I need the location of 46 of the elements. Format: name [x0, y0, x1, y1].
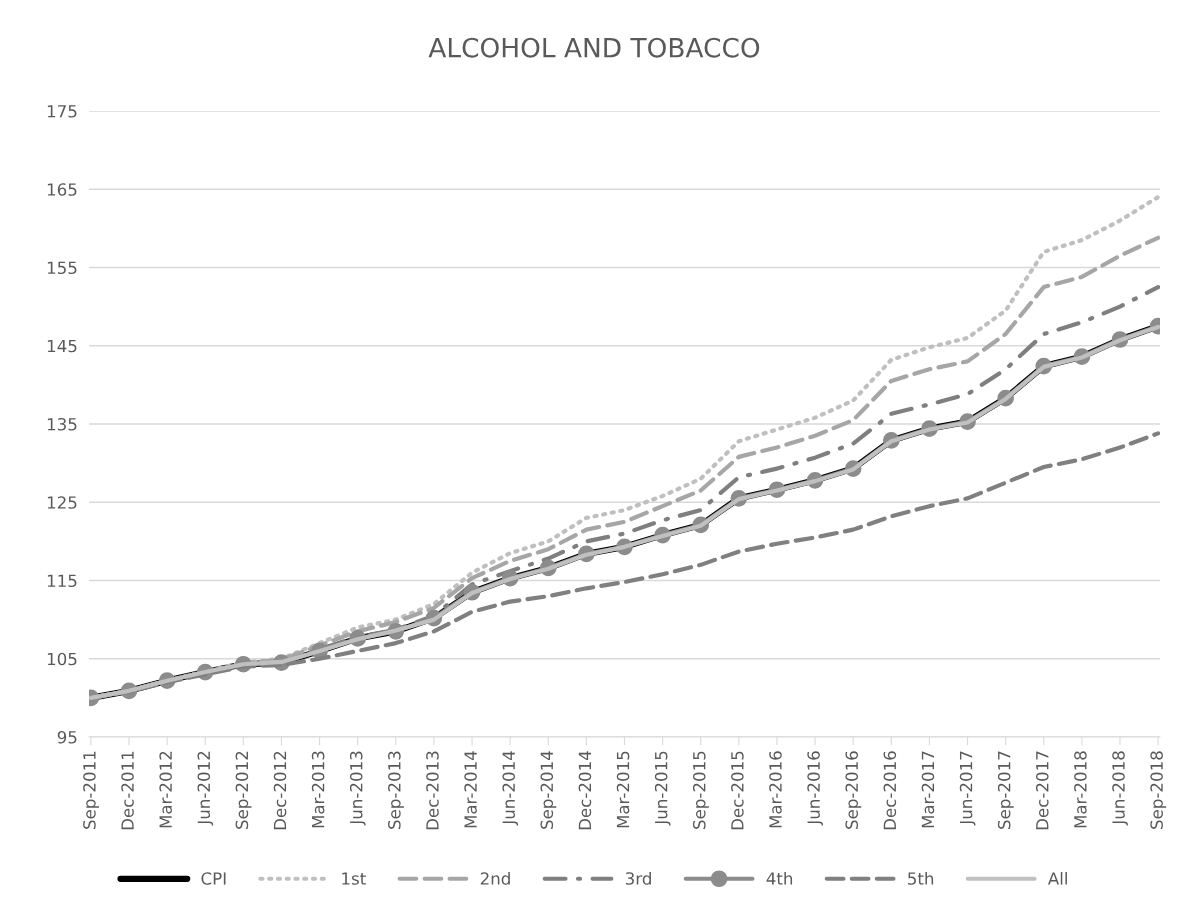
chart-title: ALCOHOL AND TOBACCO: [428, 37, 760, 58]
x-tick-label: Dec-2011: [121, 751, 134, 830]
x-tick-label: Dec-2017: [1035, 751, 1049, 830]
x-tick-label: Dec-2014: [578, 751, 592, 830]
x-tick-label: Jun-2016: [807, 751, 823, 826]
x-tick-label: Jun-2018: [1112, 751, 1128, 826]
x-tick-label: Jun-2014: [502, 751, 519, 826]
legend-label: 5th: [908, 871, 934, 885]
legend-label: 4th: [766, 871, 793, 885]
x-tick-label: Sep-2018: [1150, 751, 1167, 829]
x-tick-label: Dec-2012: [273, 751, 287, 830]
y-tick-label: 145: [47, 339, 77, 353]
x-tick-label: Mar-2013: [311, 751, 325, 828]
x-tick-label: Dec-2016: [883, 751, 897, 830]
x-tick-label: Mar-2018: [1074, 751, 1087, 828]
y-tick-label: 105: [47, 652, 77, 666]
y-tick-label: 155: [47, 261, 77, 275]
x-tick-label: Sep-2012: [235, 751, 252, 829]
y-tick-label: 95: [57, 730, 77, 744]
y-tick-label: 175: [47, 105, 77, 118]
legend-label: 1st: [342, 872, 366, 885]
x-tick-label: Sep-2016: [845, 751, 862, 829]
x-tick-label: Jun-2017: [959, 751, 976, 826]
x-tick-label: Dec-2015: [731, 751, 744, 830]
x-tick-label: Sep-2014: [540, 751, 557, 829]
y-tick-label: 135: [47, 417, 77, 431]
x-tick-label: Jun-2013: [349, 751, 366, 826]
x-tick-label: Jun-2012: [197, 751, 214, 826]
y-tick-label: 125: [47, 496, 77, 509]
y-tick-label: 165: [47, 183, 77, 196]
x-tick-label: Mar-2017: [921, 751, 935, 828]
y-tick-label: 115: [47, 574, 77, 588]
legend-label: CPI: [201, 872, 226, 885]
x-tick-label: Sep-2017: [997, 751, 1014, 829]
legend-label: All: [1047, 871, 1067, 885]
legend-label: 3rd: [625, 871, 651, 885]
x-tick-label: Mar-2014: [464, 751, 477, 828]
x-tick-label: Mar-2012: [159, 751, 172, 828]
x-tick-label: Sep-2015: [692, 751, 709, 829]
x-tick-label: Sep-2013: [388, 751, 404, 829]
x-tick-label: Sep-2011: [83, 751, 99, 829]
legend-label: 2nd: [480, 871, 510, 885]
x-tick-label: Dec-2013: [426, 751, 439, 830]
x-tick-label: Mar-2016: [769, 751, 782, 828]
x-tick-label: Mar-2015: [616, 751, 630, 828]
x-tick-label: Jun-2015: [654, 751, 671, 826]
